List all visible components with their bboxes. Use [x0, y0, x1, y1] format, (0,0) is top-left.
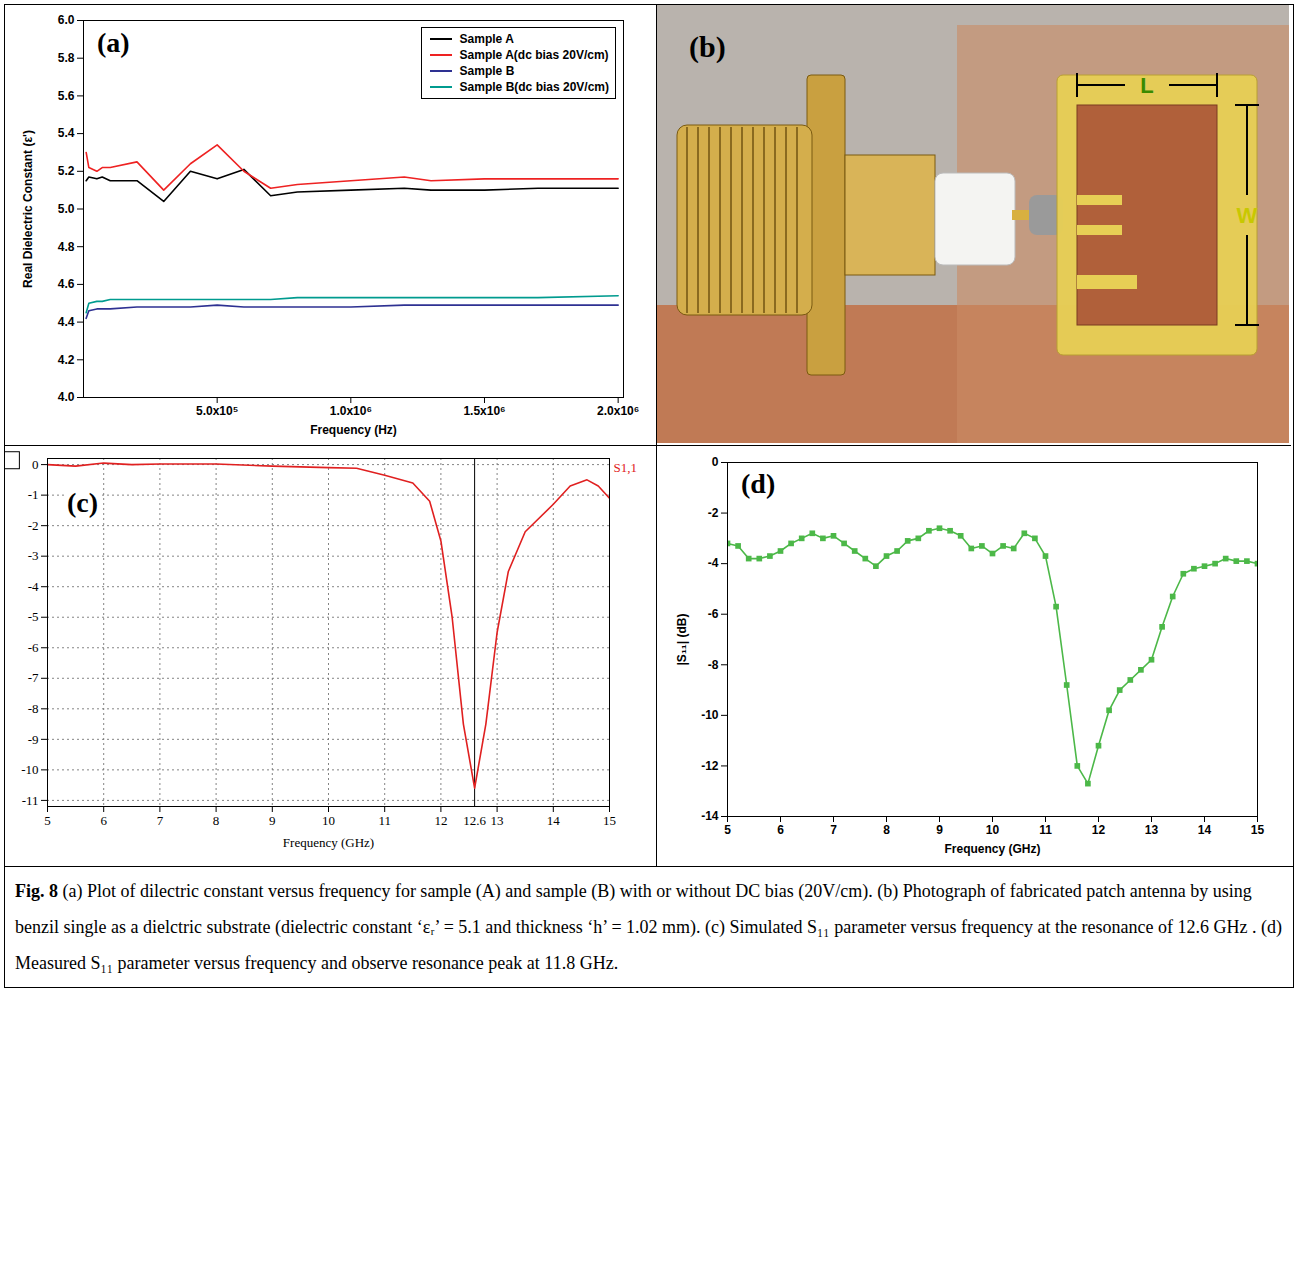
svg-text:-8: -8 [28, 701, 39, 716]
svg-text:10: 10 [322, 813, 335, 828]
html-text:Sample B: Sample B [459, 64, 515, 78]
svg-text:5: 5 [44, 813, 51, 828]
svg-text:7: 7 [157, 813, 164, 828]
svg-text:-6: -6 [28, 640, 39, 655]
svg-text:6: 6 [100, 813, 107, 828]
svg-text:4.8: 4.8 [58, 240, 75, 254]
svg-text:-10: -10 [21, 762, 38, 777]
svg-text:S1,1: S1,1 [614, 460, 637, 475]
svg-text:12: 12 [1092, 823, 1106, 837]
svg-text:-11: -11 [22, 793, 39, 808]
html-text:Fig. 8 (a) Plot of dilectric c: Fig. 8 (a) Plot of dilectric constant ve… [15, 881, 1282, 973]
svg-text:6.0: 6.0 [58, 13, 75, 27]
svg-text:5.6: 5.6 [58, 89, 75, 103]
svg-text:5.4: 5.4 [58, 126, 75, 140]
html-text:(c): (c) [67, 487, 99, 518]
svg-text:-12: -12 [701, 759, 719, 773]
svg-text:4.2: 4.2 [58, 353, 75, 367]
svg-text:1.5x10⁶: 1.5x10⁶ [463, 404, 505, 418]
svg-text:(b): (b) [689, 30, 726, 64]
svg-text:0: 0 [32, 457, 39, 472]
svg-text:-6: -6 [708, 607, 719, 621]
svg-text:11: 11 [378, 813, 391, 828]
svg-text:9: 9 [269, 813, 276, 828]
svg-text:4.0: 4.0 [58, 390, 75, 404]
svg-text:W: W [1237, 203, 1258, 228]
svg-text:2.0x10⁶: 2.0x10⁶ [597, 404, 639, 418]
svg-text:15: 15 [603, 813, 616, 828]
svg-text:15: 15 [1251, 823, 1265, 837]
html-text:Sample B(dc bias 20V/cm): Sample B(dc bias 20V/cm) [459, 80, 609, 94]
svg-text:-10: -10 [701, 708, 719, 722]
svg-text:5.2: 5.2 [58, 164, 75, 178]
svg-text:Frequency (GHz): Frequency (GHz) [283, 835, 374, 850]
svg-text:14: 14 [1198, 823, 1212, 837]
svg-text:Frequency (Hz): Frequency (Hz) [310, 423, 397, 437]
svg-text:5.0: 5.0 [58, 202, 75, 216]
svg-text:-14: -14 [701, 809, 719, 823]
svg-text:L: L [1140, 73, 1153, 98]
svg-text:10: 10 [986, 823, 1000, 837]
svg-text:11: 11 [1039, 823, 1052, 837]
svg-text:-5: -5 [28, 609, 39, 624]
svg-text:5: 5 [724, 823, 731, 837]
svg-text:-9: -9 [28, 732, 39, 747]
svg-text:-2: -2 [708, 506, 719, 520]
html-text:Sample A(dc bias 20V/cm): Sample A(dc bias 20V/cm) [459, 48, 609, 62]
svg-text:1.0x10⁶: 1.0x10⁶ [330, 404, 372, 418]
svg-text:-3: -3 [28, 548, 39, 563]
svg-text:Frequency (GHz): Frequency (GHz) [944, 842, 1040, 856]
svg-text:5.8: 5.8 [58, 51, 75, 65]
svg-text:4.6: 4.6 [58, 277, 75, 291]
svg-text:6: 6 [777, 823, 784, 837]
svg-text:12.6: 12.6 [463, 813, 486, 828]
svg-text:14: 14 [547, 813, 561, 828]
svg-text:-4: -4 [708, 556, 719, 570]
svg-text:8: 8 [213, 813, 220, 828]
svg-text:-7: -7 [28, 670, 39, 685]
svg-text:-8: -8 [708, 658, 719, 672]
svg-text:8: 8 [883, 823, 890, 837]
svg-text:|S₁₁| (dB): |S₁₁| (dB) [675, 614, 689, 666]
svg-text:12: 12 [434, 813, 447, 828]
svg-text:0: 0 [712, 455, 719, 469]
svg-text:7: 7 [830, 823, 837, 837]
svg-text:Real Dielectric Constant (ε'): Real Dielectric Constant (ε') [21, 130, 35, 288]
html-text:Sample A: Sample A [459, 32, 514, 46]
svg-text:9: 9 [936, 823, 943, 837]
svg-text:4.4: 4.4 [58, 315, 75, 329]
svg-text:13: 13 [1145, 823, 1159, 837]
svg-text:13: 13 [491, 813, 504, 828]
svg-text:5.0x10⁵: 5.0x10⁵ [196, 404, 238, 418]
html-text:(a): (a) [97, 27, 130, 58]
svg-text:-4: -4 [28, 579, 39, 594]
svg-text:-1: -1 [28, 487, 39, 502]
svg-text:-2: -2 [28, 518, 39, 533]
html-text:(d): (d) [741, 468, 776, 499]
